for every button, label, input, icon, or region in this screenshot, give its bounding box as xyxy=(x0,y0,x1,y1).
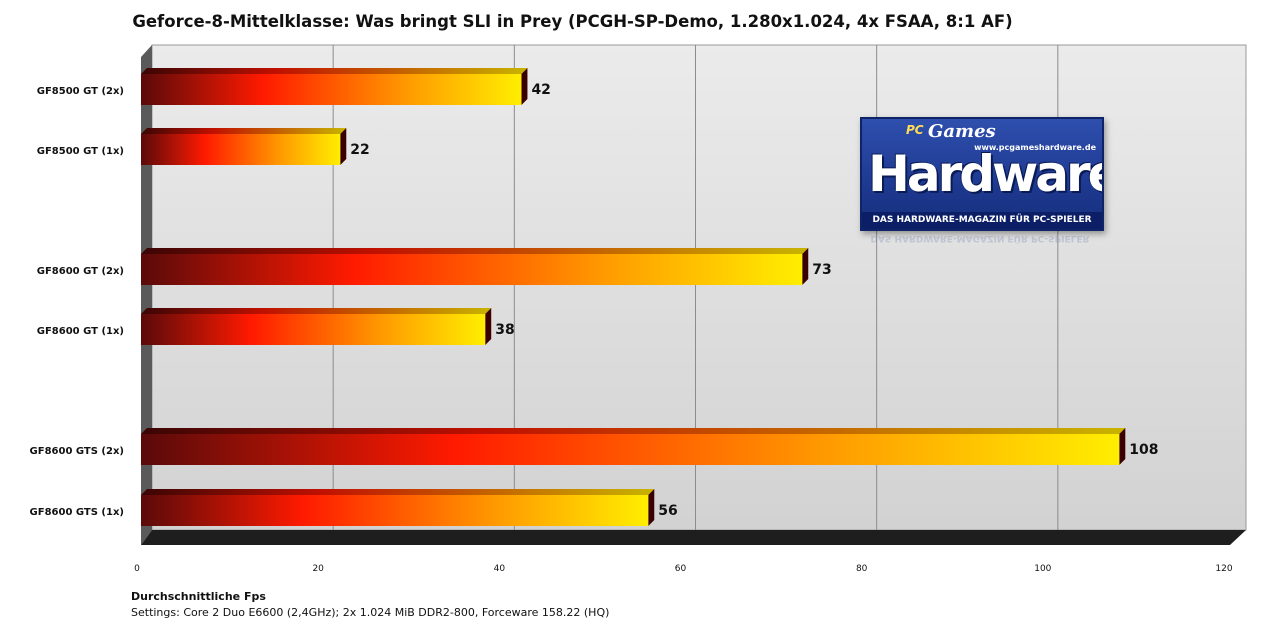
bar-top-face xyxy=(141,308,492,314)
x-tick-label: 60 xyxy=(675,564,687,574)
bar-top-face xyxy=(141,428,1126,434)
chart-footer: Durchschnittliche Fps Settings: Core 2 D… xyxy=(131,589,609,621)
bar-value-label: 22 xyxy=(350,142,369,158)
bar-value-label: 73 xyxy=(812,262,831,278)
bar xyxy=(141,248,809,285)
bar-side-face xyxy=(648,489,655,526)
bar-front-face xyxy=(141,74,522,105)
settings-note: Settings: Core 2 Duo E6600 (2,4GHz); 2x … xyxy=(131,606,610,619)
bar-front-face xyxy=(141,434,1120,465)
bar-top-face xyxy=(141,489,655,495)
x-tick-label: 120 xyxy=(1215,564,1232,574)
bar-top-face xyxy=(141,128,347,134)
bar-front-face xyxy=(141,495,649,526)
category-label: GF8600 GTS (2x) xyxy=(30,446,124,457)
bar-side-face xyxy=(1119,428,1126,465)
bar-value-label: 42 xyxy=(531,82,550,98)
category-label: GF8500 GT (2x) xyxy=(37,86,124,97)
bar-top-face xyxy=(141,248,809,254)
bar-side-face xyxy=(521,68,528,105)
bar-top-face xyxy=(141,68,528,74)
bar xyxy=(141,489,655,526)
bar xyxy=(141,128,347,165)
bar-front-face xyxy=(141,254,803,285)
plot-left-wall xyxy=(141,45,152,545)
x-tick-label: 80 xyxy=(856,564,868,574)
x-tick-label: 0 xyxy=(134,564,140,574)
bar xyxy=(141,308,492,345)
logo-reflection: DAS HARDWARE-MAGAZIN FÜR PC-SPIELER xyxy=(870,233,1090,243)
logo-hardware-text: Hardware xyxy=(868,145,1104,203)
logo-tagline: DAS HARDWARE-MAGAZIN FÜR PC-SPIELER xyxy=(862,212,1102,229)
bar-value-label: 108 xyxy=(1129,442,1158,458)
plot-floor xyxy=(141,530,1246,545)
x-tick-label: 40 xyxy=(494,564,506,574)
category-label: GF8600 GT (2x) xyxy=(37,266,124,277)
bar xyxy=(141,428,1126,465)
logo-url: www.pcgameshardware.de xyxy=(974,143,1096,152)
bar-side-face xyxy=(340,128,347,165)
bar-value-label: 56 xyxy=(658,503,677,519)
x-tick-label: 20 xyxy=(312,564,324,574)
bar-side-face xyxy=(485,308,492,345)
bar-value-label: 38 xyxy=(495,322,514,338)
x-axis-title: Durchschnittliche Fps xyxy=(131,590,266,603)
category-label: GF8600 GTS (1x) xyxy=(30,507,124,518)
logo-pc-text: PC xyxy=(906,123,924,137)
category-label: GF8600 GT (1x) xyxy=(37,326,124,337)
bar xyxy=(141,68,528,105)
chart-title: Geforce-8-Mittelklasse: Was bringt SLI i… xyxy=(132,12,1013,31)
x-tick-label: 100 xyxy=(1034,564,1051,574)
logo-games-text: Games xyxy=(928,121,996,142)
category-label: GF8500 GT (1x) xyxy=(37,146,124,157)
bar-front-face xyxy=(141,314,486,345)
bar-front-face xyxy=(141,134,341,165)
bar-side-face xyxy=(802,248,809,285)
pcgh-logo: PC Games www.pcgameshardware.de Hardware… xyxy=(860,117,1104,231)
